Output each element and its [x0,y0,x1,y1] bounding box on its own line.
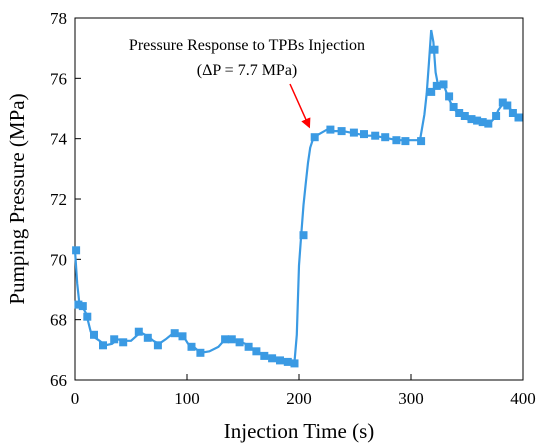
data-point-marker [187,342,196,351]
x-tick-label: 400 [510,389,536,408]
data-point-marker [178,332,187,341]
y-tick-label: 72 [50,190,67,209]
y-tick-label: 74 [50,130,68,149]
data-point-marker [260,351,269,360]
x-axis-title: Injection Time (s) [224,419,375,443]
data-point-marker [252,347,261,356]
data-point-marker [508,109,517,117]
data-point-marker [498,98,507,107]
data-point-marker [310,133,319,142]
data-point-marker [427,87,436,96]
data-point-marker [360,130,368,139]
data-point-marker [235,338,244,347]
data-point-marker [74,300,83,309]
data-point-marker [392,136,401,145]
x-axis-ticks: 0 100 200 300 400 [71,374,536,408]
data-point-marker [473,116,482,125]
annotation-delta: (ΔP = 7.7 MPa) [197,62,298,79]
data-point-marker [503,101,512,110]
data-point-marker [326,125,335,134]
annotation-title: Pressure Response to TPBs Injection [129,37,365,54]
data-point-marker [244,342,253,351]
data-point-marker [455,109,464,117]
pressure-series-markers [72,45,523,368]
data-point-marker [99,341,107,350]
data-point-marker [514,113,523,122]
data-point-marker [417,137,426,146]
y-axis-title: Pumping Pressure (MPa) [5,93,29,304]
data-point-marker [170,329,179,338]
data-point-marker [484,119,493,128]
annotation-arrow [289,83,311,129]
data-point-marker [449,103,458,111]
data-point-marker [478,118,487,127]
x-tick-label: 100 [174,389,200,408]
data-point-marker [401,137,410,146]
data-point-marker [72,246,81,255]
data-point-marker [439,80,448,89]
data-point-marker [467,115,476,124]
y-tick-label: 78 [50,9,67,28]
data-point-marker [196,348,205,357]
data-point-marker [445,92,454,101]
data-point-marker [492,112,501,120]
y-tick-label: 68 [50,311,67,330]
data-point-marker [283,357,292,366]
y-tick-label: 76 [50,69,67,88]
data-point-marker [110,335,119,344]
data-point-marker [290,359,299,368]
data-point-marker [349,128,358,137]
data-point-marker [134,327,143,336]
data-point-marker [268,354,277,363]
plot-area: 0 100 200 300 400 66 68 70 72 74 76 78 [50,9,536,408]
data-point-marker [381,133,390,142]
data-point-marker [371,131,380,140]
data-point-marker [143,333,152,342]
data-point-marker [227,335,236,344]
data-point-marker [276,356,284,365]
data-point-marker [83,312,92,321]
data-point-marker [337,127,346,136]
pressure-series-line [73,29,522,365]
data-point-marker [221,335,230,344]
data-point-marker [299,231,308,240]
data-point-marker [78,302,87,311]
data-point-marker [90,330,98,339]
y-tick-label: 70 [50,250,67,269]
x-tick-label: 300 [398,389,424,408]
x-tick-label: 0 [71,389,80,408]
x-tick-label: 200 [286,389,312,408]
data-point-marker [460,112,469,120]
y-tick-label: 66 [50,371,67,390]
y-axis-ticks: 66 68 70 72 74 76 78 [50,9,81,390]
data-point-marker [119,338,128,347]
data-point-marker [153,341,162,350]
data-point-marker [430,45,439,54]
data-point-marker [432,81,441,90]
plot-frame [74,17,524,381]
